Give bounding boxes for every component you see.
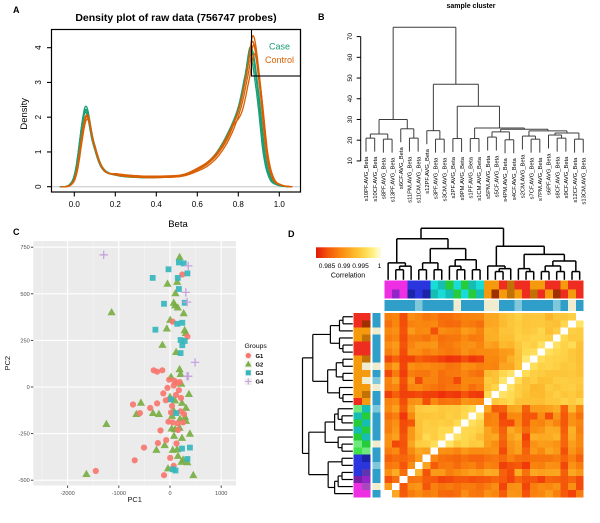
svg-text:s8PF.AVG_Beta: s8PF.AVG_Beta bbox=[382, 157, 388, 199]
svg-text:B: B bbox=[318, 12, 325, 22]
svg-text:s11PM.AVG_Beta: s11PM.AVG_Beta bbox=[408, 156, 414, 203]
svg-text:500: 500 bbox=[20, 292, 29, 298]
svg-text:0.6: 0.6 bbox=[192, 200, 204, 209]
svg-text:s7CF.AVG_Beta: s7CF.AVG_Beta bbox=[529, 157, 535, 200]
svg-text:s8CF.AVG_Beta: s8CF.AVG_Beta bbox=[555, 156, 561, 199]
svg-text:20: 20 bbox=[347, 136, 354, 144]
svg-text:G4: G4 bbox=[256, 380, 265, 386]
svg-text:2: 2 bbox=[34, 114, 43, 119]
svg-text:60: 60 bbox=[347, 53, 354, 61]
svg-text:D: D bbox=[288, 229, 295, 239]
svg-text:s1CM.AVG_Beta: s1CM.AVG_Beta bbox=[477, 156, 483, 200]
svg-text:s13CM.AVG_Beta: s13CM.AVG_Beta bbox=[582, 157, 588, 205]
svg-text:s4PM.AVG_Beta: s4PM.AVG_Beta bbox=[503, 158, 509, 202]
svg-text:0.4: 0.4 bbox=[151, 200, 163, 209]
svg-text:s5PM.AVG_Beta: s5PM.AVG_Beta bbox=[486, 155, 492, 199]
svg-text:s9PM.AVG_Beta: s9PM.AVG_Beta bbox=[460, 156, 466, 200]
svg-text:0: 0 bbox=[168, 491, 171, 497]
svg-text:1: 1 bbox=[378, 263, 382, 270]
svg-text:G2: G2 bbox=[256, 362, 264, 368]
svg-text:30: 30 bbox=[347, 116, 354, 124]
svg-text:s6PF.AVG_Beta: s6PF.AVG_Beta bbox=[547, 153, 553, 195]
svg-text:Correlation: Correlation bbox=[331, 273, 365, 280]
svg-text:Density: Density bbox=[19, 98, 30, 130]
svg-text:s2CM.AVG_Beta: s2CM.AVG_Beta bbox=[521, 154, 527, 198]
svg-text:s3PF.AVG_Beta: s3PF.AVG_Beta bbox=[434, 157, 440, 199]
svg-text:10: 10 bbox=[347, 157, 354, 165]
svg-text:s7PM.AVG_Beta: s7PM.AVG_Beta bbox=[538, 157, 544, 201]
svg-text:Beta: Beta bbox=[168, 219, 188, 230]
svg-text:s3CM.AVG_Beta: s3CM.AVG_Beta bbox=[442, 157, 448, 201]
svg-text:s13PF.AVG_Beta: s13PF.AVG_Beta bbox=[390, 157, 396, 202]
svg-text:s10CF.AVG_Beta: s10CF.AVG_Beta bbox=[373, 156, 379, 202]
svg-text:3: 3 bbox=[34, 80, 43, 85]
svg-text:50: 50 bbox=[347, 74, 354, 82]
svg-text:1.0: 1.0 bbox=[274, 200, 286, 209]
svg-text:0.99: 0.99 bbox=[338, 263, 351, 270]
svg-text:Groups: Groups bbox=[245, 343, 268, 350]
svg-text:s5CF.AVG_Beta: s5CF.AVG_Beta bbox=[495, 155, 501, 198]
svg-text:A: A bbox=[13, 5, 20, 15]
svg-text:s2PF.AVG_Beta: s2PF.AVG_Beta bbox=[451, 156, 457, 198]
svg-text:s6CF.AVG_Beta: s6CF.AVG_Beta bbox=[399, 147, 405, 190]
svg-text:Control: Control bbox=[265, 55, 294, 65]
svg-text:s12CF.AVG_Beta: s12CF.AVG_Beta bbox=[573, 157, 579, 203]
svg-text:1: 1 bbox=[34, 149, 43, 154]
svg-text:G1: G1 bbox=[256, 354, 265, 360]
svg-text:sample cluster: sample cluster bbox=[446, 3, 495, 10]
svg-text:70: 70 bbox=[347, 33, 354, 41]
svg-text:0: 0 bbox=[34, 184, 43, 189]
svg-text:-2000: -2000 bbox=[60, 491, 74, 497]
svg-text:40: 40 bbox=[347, 95, 354, 103]
svg-text:C: C bbox=[13, 227, 20, 237]
svg-text:-500: -500 bbox=[18, 478, 29, 484]
svg-text:0.995: 0.995 bbox=[352, 263, 369, 270]
svg-text:1000: 1000 bbox=[215, 491, 227, 497]
svg-text:4: 4 bbox=[34, 45, 43, 50]
svg-text:s1PF.AVG_Beta: s1PF.AVG_Beta bbox=[469, 156, 475, 198]
svg-text:750: 750 bbox=[20, 245, 29, 251]
svg-text:-1000: -1000 bbox=[112, 491, 126, 497]
svg-text:0.2: 0.2 bbox=[110, 200, 122, 209]
svg-text:s12PF.AVG_Beta: s12PF.AVG_Beta bbox=[425, 148, 431, 193]
svg-text:s10PF.AVG_Beta: s10PF.AVG_Beta bbox=[364, 156, 370, 201]
svg-text:PC2: PC2 bbox=[3, 356, 12, 371]
svg-text:0: 0 bbox=[27, 385, 30, 391]
svg-text:250: 250 bbox=[20, 338, 29, 344]
svg-text:PC1: PC1 bbox=[127, 495, 142, 504]
svg-text:0.0: 0.0 bbox=[69, 200, 81, 209]
svg-text:-250: -250 bbox=[18, 432, 29, 438]
svg-text:0.985: 0.985 bbox=[319, 263, 336, 270]
svg-text:0.8: 0.8 bbox=[233, 200, 245, 209]
svg-text:Density plot of raw data (7567: Density plot of raw data (756747 probes) bbox=[75, 12, 276, 24]
svg-text:Case: Case bbox=[269, 42, 290, 52]
svg-text:G3: G3 bbox=[256, 371, 265, 377]
svg-text:s4CF.AVG_Beta: s4CF.AVG_Beta bbox=[512, 158, 518, 201]
svg-text:s9CF.AVG_Beta: s9CF.AVG_Beta bbox=[564, 156, 570, 199]
svg-text:s11CM.AVG_Beta: s11CM.AVG_Beta bbox=[416, 156, 422, 203]
